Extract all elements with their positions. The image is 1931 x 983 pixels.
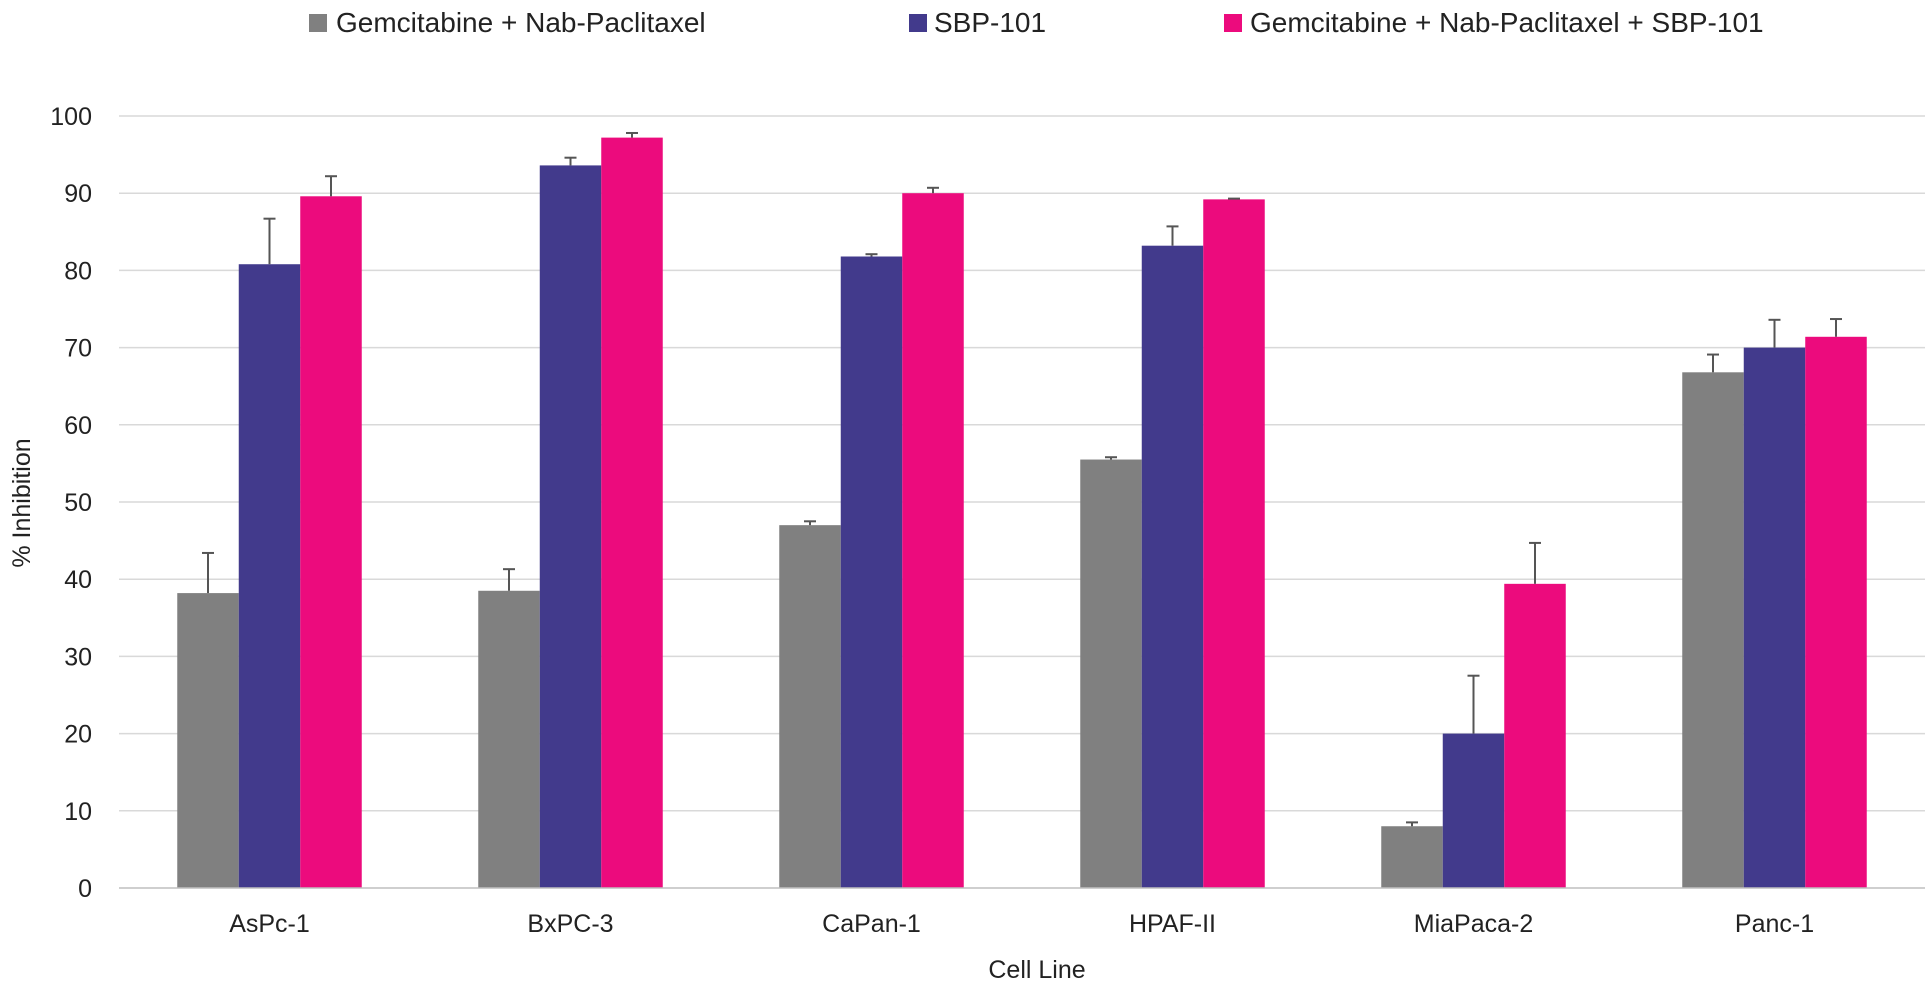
error-bar-gemcitabine-nab-paclitaxel-aspc-1 — [202, 551, 214, 594]
legend-label-sbp-101: SBP-101 — [934, 7, 1046, 38]
bar-gemcitabine-nab-paclitaxel-panc-1 — [1682, 372, 1744, 889]
error-bar-sbp-101-aspc-1 — [263, 217, 276, 265]
bar-gemcitabine-nab-paclitaxel-sbp-101-hpaf-ii — [1203, 199, 1265, 889]
bar-gemcitabine-nab-paclitaxel-hpaf-ii — [1080, 459, 1142, 888]
bar-gemcitabine-nab-paclitaxel-sbp-101-capan-1 — [902, 193, 964, 888]
x-axis-tick-labels: AsPc-1 BxPC-3 CaPan-1 HPAF-II MiaPaca-2 Panc-… — [229, 910, 1814, 938]
error-bar-sbp-101-miapaca-2 — [1467, 674, 1480, 734]
bar-gemcitabine-nab-paclitaxel-aspc-1 — [177, 593, 239, 888]
bar-sbp-101-panc-1 — [1743, 347, 1806, 889]
x-tick-label-capan-1: CaPan-1 — [822, 910, 921, 938]
x-tick-label-miapaca-2: MiaPaca-2 — [1414, 910, 1534, 938]
error-bar-sbp-101-bxpc-3 — [564, 156, 577, 166]
y-axis-tick-labels: 0 10 20 30 40 50 60 70 80 90 100 — [50, 103, 92, 903]
gridlines — [119, 115, 1925, 812]
error-bar-sbp-101-panc-1 — [1768, 318, 1781, 348]
y-axis-title: % Inhibition — [8, 438, 36, 567]
y-tick-label-20: 20 — [64, 721, 92, 749]
error-bar-gemcitabine-nab-paclitaxel-miapaca-2 — [1406, 821, 1418, 827]
y-tick-label-10: 10 — [64, 798, 92, 826]
error-bar-gemcitabine-nab-paclitaxel-sbp-101-hpaf-ii — [1228, 197, 1240, 200]
y-tick-label-50: 50 — [64, 489, 92, 517]
error-bar-sbp-101-capan-1 — [865, 253, 878, 257]
y-tick-label-80: 80 — [64, 257, 92, 285]
y-tick-label-40: 40 — [64, 566, 92, 594]
bar-gemcitabine-nab-paclitaxel-sbp-101-miapaca-2 — [1504, 583, 1566, 888]
legend-label-combination: Gemcitabine + Nab-Paclitaxel + SBP-101 — [1250, 7, 1764, 38]
x-tick-label-bxpc-3: BxPC-3 — [527, 910, 613, 938]
error-bar-sbp-101-hpaf-ii — [1166, 225, 1179, 246]
x-tick-label-aspc-1: AsPc-1 — [229, 910, 310, 938]
legend-swatch-combination — [1224, 14, 1242, 32]
error-bar-gemcitabine-nab-paclitaxel-sbp-101-bxpc-3 — [626, 131, 638, 138]
y-tick-label-70: 70 — [64, 335, 92, 363]
legend: Gemcitabine + Nab-Paclitaxel SBP-101 Gem… — [309, 7, 1764, 38]
bar-gemcitabine-nab-paclitaxel-sbp-101-aspc-1 — [300, 196, 362, 889]
bar-sbp-101-aspc-1 — [238, 264, 301, 888]
bar-gemcitabine-nab-paclitaxel-sbp-101-bxpc-3 — [601, 137, 663, 889]
error-bar-gemcitabine-nab-paclitaxel-sbp-101-capan-1 — [927, 186, 939, 194]
y-tick-label-30: 30 — [64, 643, 92, 671]
bar-gemcitabine-nab-paclitaxel-bxpc-3 — [478, 590, 540, 888]
legend-swatch-gemcitabine-nab-paclitaxel — [309, 14, 327, 32]
error-bar-gemcitabine-nab-paclitaxel-bxpc-3 — [503, 568, 515, 591]
x-tick-label-panc-1: Panc-1 — [1735, 910, 1814, 938]
bar-gemcitabine-nab-paclitaxel-miapaca-2 — [1381, 826, 1443, 888]
error-bar-gemcitabine-nab-paclitaxel-sbp-101-aspc-1 — [325, 175, 337, 197]
legend-swatch-sbp-101 — [909, 14, 927, 32]
error-bar-gemcitabine-nab-paclitaxel-sbp-101-miapaca-2 — [1529, 541, 1541, 584]
bar-sbp-101-bxpc-3 — [539, 165, 602, 888]
bar-sbp-101-capan-1 — [840, 256, 903, 888]
error-bar-gemcitabine-nab-paclitaxel-capan-1 — [804, 520, 816, 526]
bar-gemcitabine-nab-paclitaxel-capan-1 — [779, 525, 841, 888]
y-tick-label-0: 0 — [78, 875, 92, 903]
error-bar-gemcitabine-nab-paclitaxel-sbp-101-panc-1 — [1830, 318, 1842, 337]
bar-sbp-101-miapaca-2 — [1442, 733, 1505, 888]
bars — [177, 137, 1867, 889]
error-bar-gemcitabine-nab-paclitaxel-hpaf-ii — [1105, 456, 1117, 460]
x-tick-label-hpaf-ii: HPAF-II — [1129, 910, 1216, 938]
error-bars — [202, 131, 1842, 827]
y-tick-label-60: 60 — [64, 412, 92, 440]
legend-label-gemcitabine-nab-paclitaxel: Gemcitabine + Nab-Paclitaxel — [336, 7, 706, 38]
bar-sbp-101-hpaf-ii — [1141, 245, 1204, 889]
bar-gemcitabine-nab-paclitaxel-sbp-101-panc-1 — [1805, 336, 1867, 888]
x-axis-title: Cell Line — [988, 956, 1085, 983]
y-tick-label-90: 90 — [64, 180, 92, 208]
y-tick-label-100: 100 — [50, 103, 92, 131]
error-bar-gemcitabine-nab-paclitaxel-panc-1 — [1707, 353, 1719, 373]
